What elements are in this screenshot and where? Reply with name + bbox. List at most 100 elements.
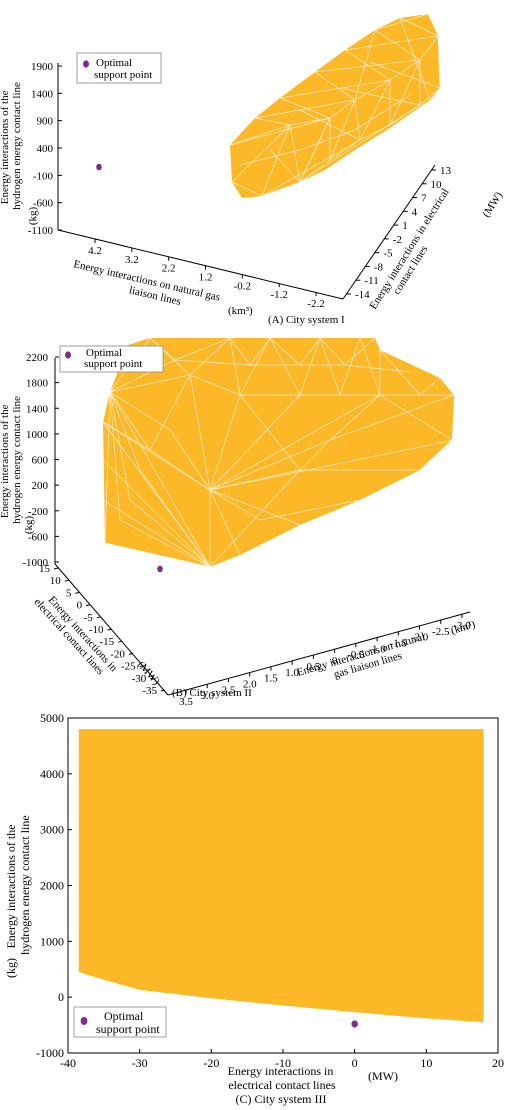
- panel-a: 1900 1400 900 400 -100 -600 -1100 4.2 3.2 2.2 1.2 -…: [0, 13, 505, 326]
- z-axis-a-tick-label: -1100: [28, 225, 54, 237]
- feasible-region-a: [230, 14, 440, 198]
- x-axis-b-tick-label: -1.0: [368, 643, 386, 655]
- legend-marker-b: [65, 351, 71, 359]
- x-axis-b-tick-label: -2.5: [432, 626, 450, 638]
- x-axis-b-tick-label: 3.0: [200, 690, 214, 702]
- z-axis-a-tick-label: -100: [33, 170, 54, 182]
- x-axis-b-tick-label: 2.0: [243, 678, 257, 690]
- y-axis-b-tick: [64, 579, 69, 582]
- z-axis-b-tick-label: -200: [28, 506, 49, 518]
- x-axis-c-tick-label: 20: [492, 1056, 504, 1070]
- y-axis-c-tick-label: 1000: [40, 934, 64, 948]
- z-axis-a-tick-label: 1900: [31, 61, 54, 73]
- z-axis-a-tick-label: -600: [33, 198, 54, 210]
- y-axis-label-a: Energy interactions in electrical contac…: [367, 184, 463, 318]
- y-axis-a-tick-label: -14: [355, 289, 370, 301]
- y-axis-c-tick-label: 5000: [40, 711, 64, 725]
- ticks-b: 2200180014001000600200-200-600-100015105…: [22, 352, 471, 708]
- ticks-c: -40 -30 -20 -10 0 10 20 -1000 0 1000 2000 3000 4000 5…: [36, 711, 504, 1070]
- y-axis-b-tick-label: -10: [89, 624, 104, 636]
- y-axis-b-tick: [128, 652, 134, 655]
- panel-c: -40 -30 -20 -10 0 10 20 -1000 0 1000 2000 3000 4000 5…: [4, 711, 504, 1106]
- z-axis-b-tick-label: 2200: [26, 352, 49, 364]
- y-axis-b-tick: [160, 689, 166, 692]
- x-axis-b-tick-label: 1.5: [264, 673, 278, 685]
- y-axis-a-tick-label: -11: [364, 275, 378, 287]
- x-axis-label-a: Energy interactions on natural gas liais…: [69, 258, 224, 317]
- legend-label-b-line1: Optimal: [86, 347, 122, 359]
- legend-marker-a: [83, 60, 89, 68]
- caption-a: (A) City system I: [268, 314, 345, 326]
- x-axis-b-tick-label: 0: [332, 655, 338, 667]
- legend-box-a: [76, 52, 162, 84]
- optimal-point-c: [351, 1020, 358, 1028]
- legend-label-a-line1: Optimal: [96, 57, 132, 69]
- x-axis-a-tick-label: 2.2: [162, 263, 176, 275]
- z-axis-a-tick-label: 400: [37, 143, 54, 155]
- y-axis-a-tick-label: 4: [412, 206, 418, 218]
- mesh-b: [102, 336, 455, 568]
- y-axis-b-tick-label: 0: [77, 600, 83, 612]
- legend-label-c-line2: support point: [96, 1022, 160, 1036]
- caption-b: (B) City system II: [172, 687, 252, 699]
- y-axis-label-c: Energy interactions of the hydrogen ener…: [4, 815, 32, 954]
- y-axis-b-tick-label: -35: [142, 685, 157, 697]
- x-axis-c-tick-label: -20: [203, 1056, 219, 1070]
- y-axis-a-tick-label: -5: [383, 248, 393, 260]
- x-axis-a-tick-label: 3.2: [125, 254, 139, 266]
- feasible-region-c: [78, 729, 484, 1023]
- y-axis-b-tick: [85, 604, 91, 607]
- y-axis-c-tick-label: 2000: [40, 879, 64, 893]
- y-axis-b-tick-label: 10: [50, 575, 62, 587]
- legend-label-b-line2: support point: [84, 358, 142, 370]
- z-axis-a-tick-label: 1400: [31, 88, 54, 100]
- mesh-a: [229, 13, 441, 197]
- x-axis-c-tick-label: -30: [132, 1056, 148, 1070]
- x-axis-b-tick-label: 2.5: [222, 684, 236, 696]
- y-axis-b-tick: [107, 628, 112, 631]
- y-axis-c-tick-label: 4000: [40, 767, 64, 781]
- z-axis-b-tick-label: 600: [32, 455, 49, 467]
- x-axis-a-tick-label: -0.2: [234, 280, 251, 292]
- y-axis-b-tick-label: -15: [100, 636, 115, 648]
- panel-b: 2200180014001000600200-200-600-100015105…: [0, 336, 477, 708]
- y-axis-b-tick: [139, 665, 144, 668]
- x-axis-b-tick-label: 1.0: [285, 667, 299, 679]
- legend-box-c: [73, 1006, 167, 1038]
- legend-label-a-line2: support point: [94, 69, 152, 81]
- x-axis-a-tick-label: 1.2: [199, 272, 213, 284]
- y-axis-b-tick: [96, 616, 101, 619]
- x-axis-a-tick-label: 4.2: [88, 245, 102, 257]
- y-axis-b-tick-label: -5: [84, 612, 94, 624]
- y-axis-b-tick-label: 5: [66, 587, 72, 599]
- x-axis-c-tick-label: -40: [60, 1056, 76, 1070]
- z-axis-b-tick-label: 1800: [26, 378, 49, 390]
- legend-marker-c: [80, 1017, 88, 1025]
- x-axis-b-tick-label: -0.5: [347, 649, 365, 661]
- x-axis-a-tick-label: -2.2: [307, 298, 324, 310]
- y-axis-b-tick: [118, 640, 123, 643]
- x-axis-unit-c: (MW): [368, 1069, 398, 1083]
- z-axis-b-tick-label: -1000: [22, 557, 48, 569]
- legend-box-b: [59, 345, 164, 373]
- y-axis-b-tick-label: -20: [110, 648, 125, 660]
- y-axis-b-tick-label: 15: [39, 563, 51, 575]
- y-axis-c-tick-label: 0: [58, 990, 64, 1004]
- y-axis-a-tick-label: 7: [421, 193, 427, 205]
- x-axis-b-tick-label: -3.0: [453, 620, 471, 632]
- x-axis-b-tick-label: 0.5: [307, 661, 321, 673]
- optimal-point-b: [157, 565, 163, 573]
- z-axis-b-tick-label: 1000: [26, 429, 49, 441]
- y-axis-b-tick: [150, 677, 155, 680]
- legend-label-c-line1: Optimal: [104, 1009, 144, 1023]
- y-axis-c-tick-label: -1000: [36, 1046, 64, 1060]
- x-axis-b-tick-label: 3.5: [179, 696, 193, 708]
- y-axis-c-tick-label: 3000: [40, 823, 64, 837]
- y-axis-b-tick-label: -25: [121, 661, 136, 673]
- z-axis-b-tick-label: 200: [32, 480, 49, 492]
- y-axis-unit-a: (MW): [480, 190, 505, 220]
- y-axis-b-tick: [75, 591, 80, 594]
- x-axis-b-tick-label: -1.5: [390, 638, 408, 650]
- x-axis-unit-a: (km³): [228, 305, 253, 317]
